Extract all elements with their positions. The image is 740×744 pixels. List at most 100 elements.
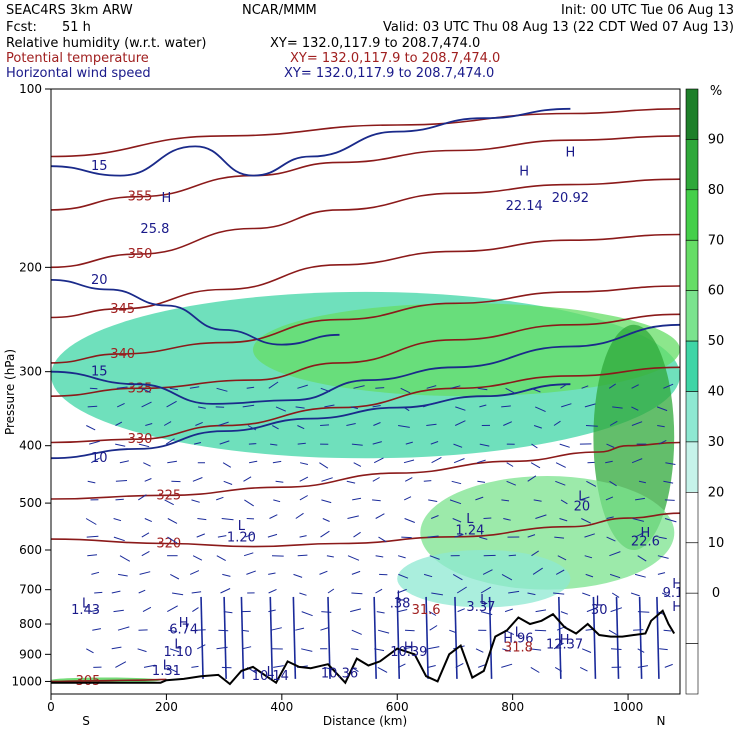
wind-vector [611, 649, 622, 650]
extremum-label: 22.6 [631, 535, 660, 550]
extremum-label: 30 [591, 603, 608, 618]
wind-vector [94, 592, 102, 593]
colorbar-label: 10 [708, 536, 725, 551]
wind-vector [249, 444, 256, 445]
field-name-rh: Relative humidity (w.r.t. water) [6, 36, 207, 51]
field-coords-wind: XY= 132.0,117.9 to 208.7,474.0 [284, 66, 494, 81]
extremum-label: 20 [574, 500, 591, 515]
extremum-label: 22.14 [506, 199, 543, 214]
extremum-label: H [566, 146, 576, 161]
colorbar-swatch [686, 644, 698, 694]
theta-contour-label: 305 [76, 674, 101, 689]
colorbar-swatch [686, 593, 698, 643]
y-tick-label: 1000 [11, 674, 42, 688]
wind-contour-label: 15 [91, 365, 108, 380]
x-tick-label: 600 [386, 700, 409, 714]
wind-vector [633, 630, 643, 631]
wind-contour-label: 20 [91, 273, 108, 288]
wind-vector [298, 555, 308, 556]
extremum-label: 10.39 [390, 645, 427, 660]
theta-contour-label: 320 [156, 537, 181, 552]
colorbar-swatch [686, 341, 698, 391]
theta-contour-label: 325 [156, 488, 181, 503]
extremum-label: 10.36 [321, 667, 358, 682]
x-tick-label: 800 [501, 700, 524, 714]
y-tick-label: 500 [19, 496, 42, 510]
y-tick-label: 600 [19, 543, 42, 557]
extremum-label: 10.14 [252, 669, 289, 684]
org-label: NCAR/MMM [242, 3, 317, 18]
colorbar-swatch [686, 291, 698, 341]
extremum-label: 1.20 [227, 530, 256, 545]
wind-vector [405, 630, 415, 631]
init-time: Init: 00 UTC Tue 06 Aug 13 [561, 3, 734, 18]
y-tick-label: 200 [19, 260, 42, 274]
theta-contour-label: 355 [128, 190, 153, 205]
extremum-label: 31.6 [412, 603, 441, 618]
wind-vector [665, 500, 675, 501]
colorbar-label: 60 [708, 284, 725, 299]
y-axis-title: Pressure (hPa) [3, 349, 17, 435]
wind-vector [509, 555, 516, 556]
wind-vector [535, 630, 546, 631]
y-tick-label: 100 [19, 82, 42, 96]
extremum-label: H [672, 600, 682, 615]
theta-contour-label: 345 [110, 302, 135, 317]
wind-vector [320, 425, 329, 426]
extremum-label: 1.24 [455, 524, 484, 539]
colorbar-swatch [686, 543, 698, 593]
extremum-label: 31.8 [504, 641, 533, 656]
header: SEAC4RS 3km ARW NCAR/MMM Init: 00 UTC Tu… [6, 3, 734, 81]
extremum-label: 3.37 [466, 600, 495, 615]
wind-vector [218, 630, 228, 631]
extremum-label: 6.74 [169, 623, 198, 638]
colorbar-swatch [686, 442, 698, 492]
fcst-value: 51 h [62, 20, 91, 35]
y-tick-label: 700 [19, 583, 42, 597]
extremum-label: 1.43 [71, 603, 100, 618]
x-tick-label: 1000 [613, 700, 644, 714]
wind-vector [116, 499, 124, 500]
field-name-wind: Horizontal wind speed [6, 66, 151, 81]
wind-vector [88, 406, 98, 407]
extremum-label: 12.37 [546, 638, 583, 653]
y-tick-label: 400 [19, 439, 42, 453]
x-tick-label: 200 [155, 700, 178, 714]
colorbar-swatch [686, 392, 698, 442]
wind-vector [351, 593, 362, 594]
field-coords-theta: XY= 132.0,117.9 to 208.7,474.0 [290, 51, 500, 66]
colorbar-label: 30 [708, 435, 725, 450]
y-tick-label: 800 [19, 617, 42, 631]
colorbar-swatch [686, 89, 698, 139]
north-end-label: N [657, 714, 666, 728]
colorbar-label: 90 [708, 132, 725, 147]
colorbar-swatch [686, 190, 698, 240]
wind-vector [401, 537, 411, 538]
extremum-label: .38 [390, 596, 411, 611]
colorbar-label: 40 [708, 385, 725, 400]
fcst-label: Fcst: [6, 20, 37, 35]
extremum-label: 1.31 [152, 664, 181, 679]
colorbar-swatch [686, 240, 698, 290]
wind-vector [424, 481, 432, 482]
wind-vector [484, 518, 492, 519]
colorbar-swatch [686, 492, 698, 542]
colorbar-label: 0 [712, 586, 720, 601]
colorbar-unit: % [710, 84, 722, 99]
extremum-label: 1.10 [164, 645, 193, 660]
theta-contour-label: 340 [110, 347, 135, 362]
extremum-label: H [519, 165, 529, 180]
wind-vector [375, 388, 384, 389]
extremum-label: H [162, 191, 172, 206]
x-tick-label: 0 [47, 700, 55, 714]
colorbar-label: 80 [708, 183, 725, 198]
extremum-label: 25.8 [140, 222, 169, 237]
field-coords-rh: XY= 132.0,117.9 to 208.7,474.0 [270, 36, 480, 51]
valid-time: Valid: 03 UTC Thu 08 Aug 13 (22 CDT Wed … [383, 20, 734, 35]
field-name-theta: Potential temperature [6, 51, 149, 66]
